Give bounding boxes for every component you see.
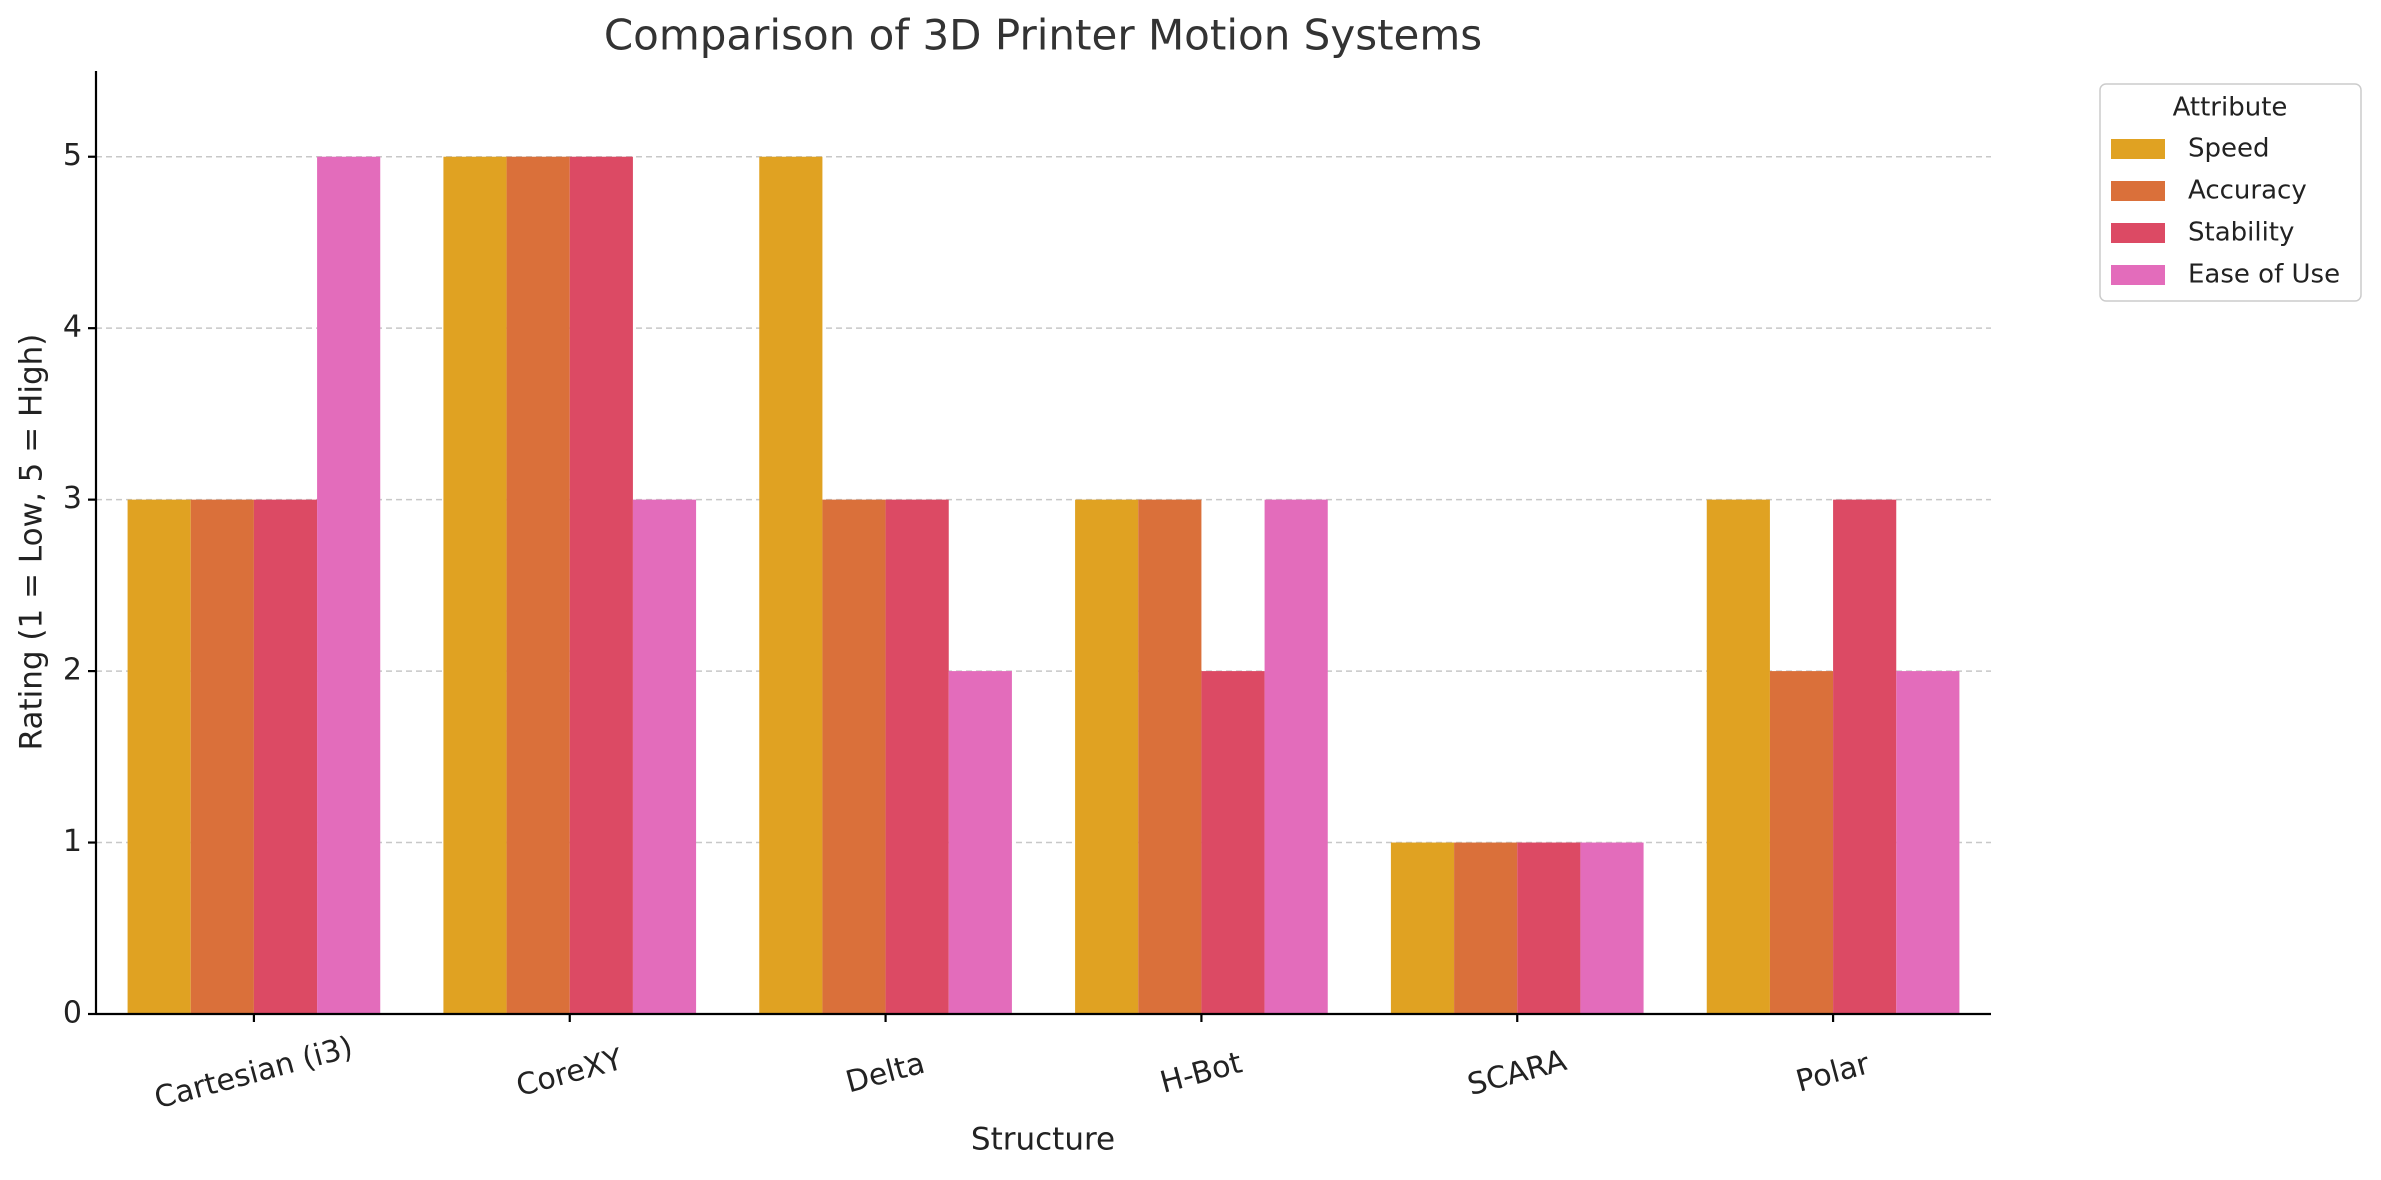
y-tick-label: 4 <box>63 310 82 345</box>
legend-title: Attribute <box>2173 93 2288 123</box>
bar <box>1201 671 1265 1014</box>
bar <box>1454 842 1518 1014</box>
bar <box>1075 499 1139 1014</box>
bar <box>1833 499 1897 1014</box>
legend-label: Speed <box>2188 134 2270 164</box>
x-axis-label: Structure <box>971 1122 1115 1158</box>
y-tick-label: 1 <box>63 824 82 859</box>
legend-swatch <box>2111 265 2165 285</box>
y-tick-label: 2 <box>63 653 82 688</box>
bar <box>1769 671 1834 1014</box>
x-tick-label: Cartesian (i3) <box>151 1030 357 1117</box>
bar <box>253 499 318 1014</box>
x-tick-label: CoreXY <box>513 1042 627 1104</box>
x-tick-label: H-Bot <box>1157 1045 1246 1100</box>
bar <box>190 499 254 1014</box>
bar <box>443 156 507 1014</box>
bar <box>1896 671 1960 1014</box>
x-tick-label: SCARA <box>1464 1043 1571 1103</box>
x-tick-label: Polar <box>1792 1046 1874 1099</box>
bar <box>632 499 697 1014</box>
bar <box>759 156 823 1014</box>
chart-title: Comparison of 3D Printer Motion Systems <box>604 11 1482 60</box>
legend-label: Stability <box>2188 218 2294 248</box>
bar <box>1580 842 1644 1014</box>
bar <box>1706 499 1770 1014</box>
y-tick-label: 0 <box>63 996 82 1031</box>
legend-swatch <box>2111 181 2165 201</box>
bar <box>317 156 381 1014</box>
bar <box>1138 499 1202 1014</box>
bar <box>948 671 1012 1014</box>
y-tick-label: 5 <box>63 138 82 173</box>
y-axis-label: Rating (1 = Low, 5 = High) <box>14 334 50 751</box>
legend-swatch <box>2111 139 2165 159</box>
bar <box>506 156 570 1014</box>
bar <box>1517 842 1581 1014</box>
legend-swatch <box>2111 223 2165 243</box>
legend-label: Ease of Use <box>2188 260 2340 290</box>
bar <box>822 499 886 1014</box>
bar <box>1264 499 1328 1014</box>
bar <box>127 499 191 1014</box>
x-tick-label: Delta <box>842 1046 928 1101</box>
bar <box>885 499 949 1014</box>
legend-label: Accuracy <box>2188 176 2307 206</box>
bar <box>569 156 633 1014</box>
bar <box>1390 842 1455 1014</box>
y-tick-label: 3 <box>63 481 82 516</box>
legend-box <box>2099 83 2362 302</box>
